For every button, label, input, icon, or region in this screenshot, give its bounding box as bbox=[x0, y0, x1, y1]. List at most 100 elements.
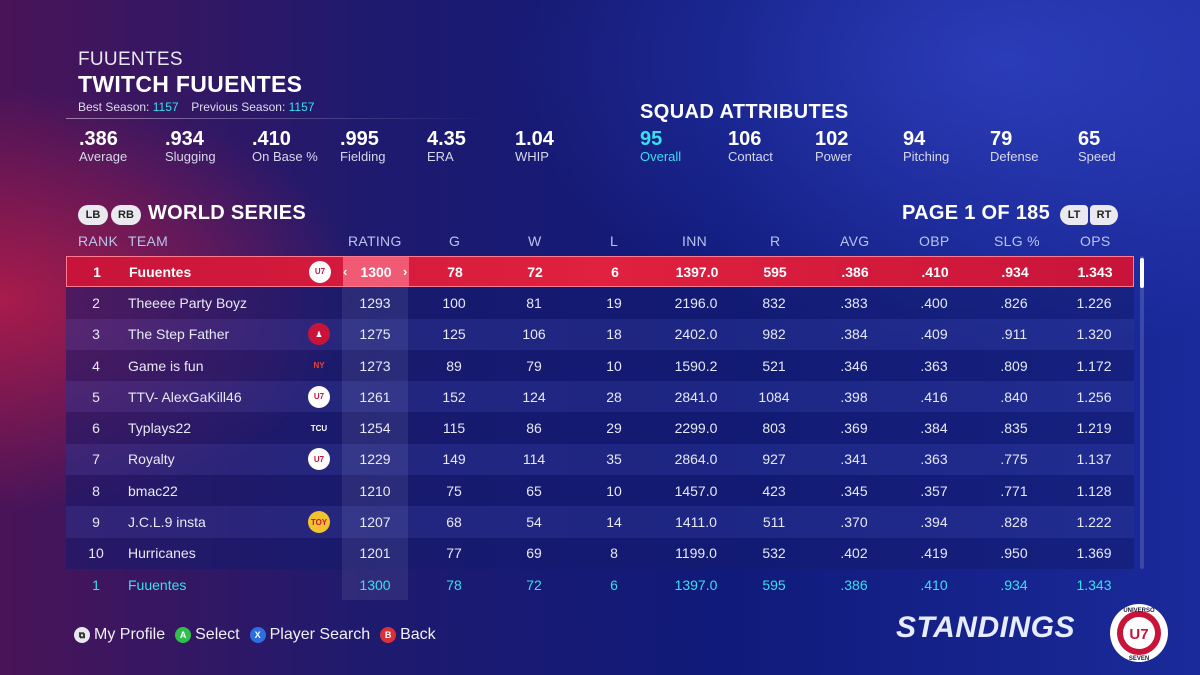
cell-slg: .934 bbox=[1000, 576, 1028, 593]
stat-label: WHIP bbox=[515, 149, 549, 164]
table-row[interactable]: 9 J.C.L.9 insta 1207 68 54 14 1411.0 511 .370 .39… bbox=[66, 506, 1134, 538]
cell-l: 8 bbox=[610, 545, 618, 562]
cell-rating: 1273 bbox=[359, 357, 391, 374]
rt-trigger-button[interactable]: RT bbox=[1090, 205, 1118, 225]
cell-rating: 1254 bbox=[359, 420, 391, 437]
cell-w: 124 bbox=[522, 388, 546, 405]
cell-rating: 1207 bbox=[359, 514, 391, 531]
cell-w: 69 bbox=[526, 545, 542, 562]
cell-l: 28 bbox=[606, 388, 622, 405]
squad-label: Contact bbox=[728, 149, 773, 164]
cell-rank: 10 bbox=[88, 545, 104, 562]
cell-ops: 1.343 bbox=[1077, 263, 1113, 280]
column-header-avg: AVG bbox=[840, 233, 870, 249]
table-row[interactable]: 5 TTV- AlexGaKill46 1261 152 124 28 2841.0 1084… bbox=[66, 381, 1134, 413]
stat-label: Slugging bbox=[165, 149, 216, 164]
column-header-rank: RANK bbox=[78, 233, 119, 249]
stat-era: 4.35 ERA bbox=[427, 128, 466, 164]
select-prompt[interactable]: A Select bbox=[175, 626, 240, 644]
table-row[interactable]: 3 The Step Father 1275 125 106 18 2402.0 982 .38… bbox=[66, 318, 1134, 350]
table-row[interactable]: 10 Hurricanes 1201 77 69 8 1199.0 532 .402 .419 .9… bbox=[66, 537, 1134, 569]
table-row[interactable]: 6 Typlays22 1254 115 86 29 2299.0 803 .369 .384 .8… bbox=[66, 412, 1134, 444]
cell-team: The Step Father bbox=[128, 326, 230, 343]
stat-label: Average bbox=[79, 149, 128, 164]
cell-ops: 1.172 bbox=[1076, 357, 1112, 374]
column-header-slg: SLG % bbox=[994, 233, 1040, 249]
cell-ops: 1.256 bbox=[1076, 388, 1112, 405]
cell-l: 10 bbox=[606, 357, 622, 374]
cell-team: J.C.L.9 insta bbox=[128, 514, 206, 531]
rating-right-arrow-icon[interactable]: › bbox=[403, 264, 408, 280]
button-prompts: ⧉ My Profile A Select X Player Search B … bbox=[74, 626, 446, 644]
lt-trigger-button[interactable]: LT bbox=[1060, 205, 1088, 225]
stat-value: 1.04 bbox=[515, 128, 554, 150]
cell-avg: .386 bbox=[840, 576, 868, 593]
cell-inn: 1411.0 bbox=[675, 514, 717, 531]
season-summary: Best Season: 1157 Previous Season: 1157 bbox=[78, 100, 314, 114]
table-row[interactable]: 1 Fuuentes 1300 78 72 6 1397.0 595 .386 .410 .934 1… bbox=[66, 256, 1134, 288]
cell-g: 77 bbox=[446, 545, 462, 562]
rating-cell-background bbox=[342, 287, 408, 319]
cell-slg: .911 bbox=[1000, 326, 1028, 343]
cell-ops: 1.343 bbox=[1076, 576, 1112, 593]
cell-slg: .771 bbox=[1000, 482, 1028, 499]
rating-left-arrow-icon[interactable]: ‹ bbox=[343, 264, 348, 280]
ny-logo-icon: NY bbox=[313, 361, 325, 371]
table-row[interactable]: 4 Game is fun 1273 89 79 10 1590.2 521 .346 .363.… bbox=[66, 349, 1134, 382]
cell-r: 982 bbox=[762, 326, 786, 343]
cell-g: 115 bbox=[442, 420, 466, 437]
cell-rank: 1 bbox=[92, 576, 100, 593]
cell-slg: .828 bbox=[1000, 514, 1028, 531]
cell-team: Fuuentes bbox=[129, 263, 192, 280]
stat-value: 4.35 bbox=[427, 128, 466, 150]
cell-l: 29 bbox=[606, 420, 622, 437]
squad-speed: 65 Speed bbox=[1078, 128, 1116, 164]
cell-inn: 2864.0 bbox=[674, 451, 718, 468]
screen-title: STANDINGS bbox=[896, 611, 1075, 644]
previous-season-label: Previous Season: bbox=[191, 100, 286, 114]
player-display-name: TWITCH FUUENTES bbox=[78, 71, 303, 97]
column-header-inn: INN bbox=[682, 233, 708, 249]
cell-w: 72 bbox=[526, 576, 542, 593]
squad-label: Overall bbox=[640, 149, 682, 164]
squad-value: 94 bbox=[903, 128, 926, 150]
cell-g: 78 bbox=[446, 576, 462, 593]
player-search-prompt[interactable]: X Player Search bbox=[249, 626, 370, 644]
squad-label: Defense bbox=[990, 149, 1039, 164]
cell-l: 18 bbox=[606, 326, 622, 343]
scrollbar-track[interactable] bbox=[1140, 256, 1144, 569]
rating-cell-background bbox=[342, 537, 408, 569]
cell-avg: .369 bbox=[840, 420, 868, 437]
cell-g: 89 bbox=[446, 357, 462, 374]
rating-cell-background bbox=[342, 318, 408, 350]
toy-logo-icon: TOY bbox=[308, 511, 330, 534]
team-logo-cell: U7 bbox=[307, 257, 333, 286]
cell-l: 35 bbox=[606, 451, 622, 468]
my-profile-prompt[interactable]: ⧉ My Profile bbox=[74, 626, 165, 644]
squad-value: 79 bbox=[990, 128, 1013, 150]
cell-ops: 1.320 bbox=[1076, 326, 1112, 343]
cell-obp: .363 bbox=[920, 357, 948, 374]
team-logo-cell: ♟ bbox=[306, 319, 332, 350]
user-team-row[interactable]: 1 Fuuentes 1300 78 72 6 1397.0 595 .386 .410 .934 1… bbox=[66, 568, 1134, 601]
table-row[interactable]: 7 Royalty 1229 149 114 35 2864.0 927 .341 .363 .77… bbox=[66, 443, 1134, 476]
cell-ops: 1.369 bbox=[1076, 545, 1112, 562]
header-divider bbox=[66, 118, 486, 119]
u7-logo-icon: U7 bbox=[308, 448, 330, 471]
lb-bumper-button[interactable]: LB bbox=[78, 205, 108, 225]
column-header-rating: RATING bbox=[348, 233, 402, 249]
cell-obp: .400 bbox=[920, 294, 948, 311]
rb-bumper-button[interactable]: RB bbox=[111, 205, 141, 225]
cell-g: 75 bbox=[446, 482, 462, 499]
cell-rank: 6 bbox=[92, 420, 100, 437]
cell-obp: .416 bbox=[920, 388, 948, 405]
cell-team: bmac22 bbox=[128, 482, 178, 499]
table-row[interactable]: 8 bmac22 1210 75 65 10 1457.0 423 .345 .357 .771 1.… bbox=[66, 475, 1134, 507]
cell-rank: 3 bbox=[92, 326, 100, 343]
back-prompt[interactable]: B Back bbox=[380, 626, 436, 644]
cell-inn: 1590.2 bbox=[674, 357, 718, 374]
cell-obp: .409 bbox=[920, 326, 948, 343]
scrollbar-thumb[interactable] bbox=[1140, 258, 1144, 288]
cell-rating: 1229 bbox=[359, 451, 391, 468]
table-row[interactable]: 2 Theeee Party Boyz 1293 100 81 19 2196.0 832 .3… bbox=[66, 287, 1134, 319]
